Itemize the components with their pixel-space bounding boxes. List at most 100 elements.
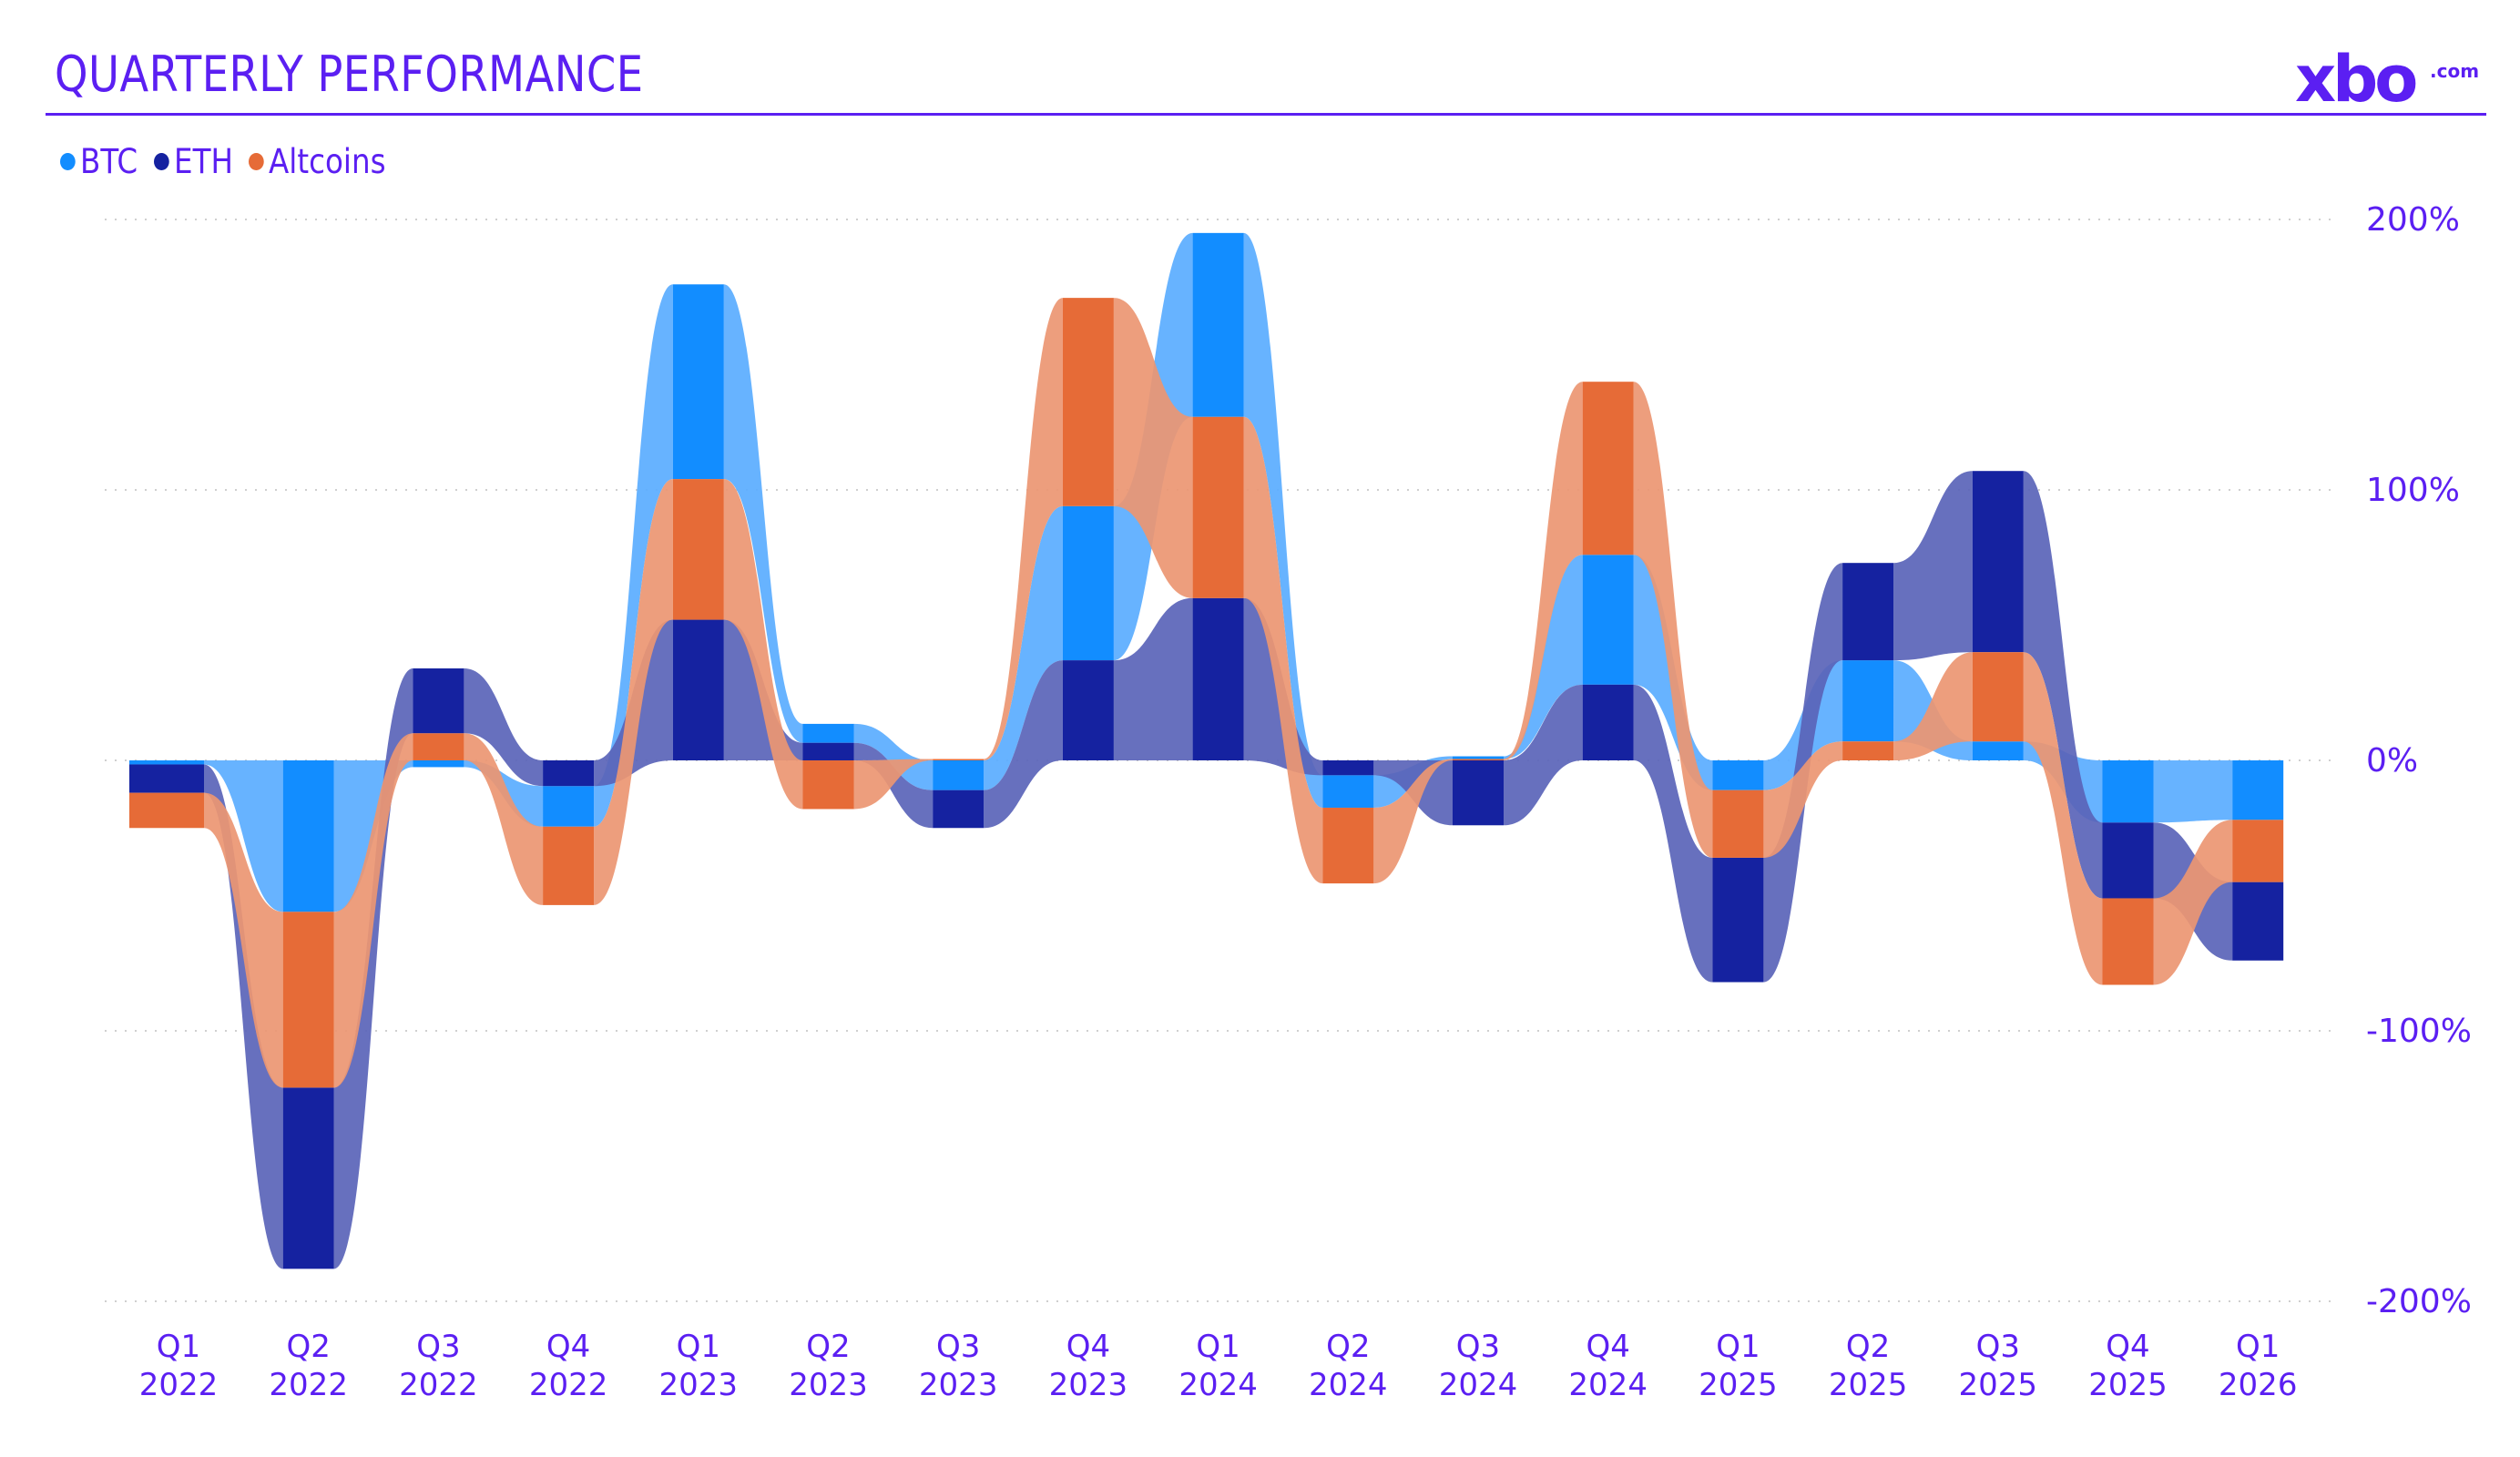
y-tick-label: 0% xyxy=(2366,742,2418,779)
legend-dot-eth xyxy=(153,153,169,170)
flow-band-altcoins xyxy=(984,298,1063,760)
x-tick-quarter: Q1 xyxy=(677,1329,720,1365)
legend-dot-btc xyxy=(60,153,76,170)
logo-tld: .com xyxy=(2430,60,2480,82)
x-tick-year: 2023 xyxy=(919,1367,998,1403)
bar-eth xyxy=(2102,822,2154,899)
x-axis: Q12022Q22022Q32022Q42022Q12023Q22023Q320… xyxy=(139,1329,2298,1403)
x-tick-quarter: Q4 xyxy=(1066,1329,1110,1365)
x-tick-year: 2022 xyxy=(529,1367,608,1403)
x-tick-year: 2024 xyxy=(1439,1367,1518,1403)
flow-band-altcoins xyxy=(1633,382,1713,858)
legend-item-altcoins[interactable]: Altcoins xyxy=(249,142,386,181)
x-tick-quarter: Q1 xyxy=(1716,1329,1760,1365)
flow-band-altcoins xyxy=(1113,298,1193,598)
flow-lead-btc xyxy=(129,760,153,765)
bar-btc xyxy=(933,760,985,790)
flow-band-eth xyxy=(464,668,544,787)
legend-label: Altcoins xyxy=(269,142,387,181)
flow-bands xyxy=(129,232,2233,1269)
x-tick-quarter: Q4 xyxy=(1586,1329,1629,1365)
bar-altcoins xyxy=(1453,759,1504,760)
x-tick-quarter: Q3 xyxy=(936,1329,980,1365)
chart-title: QUARTERLY PERFORMANCE xyxy=(55,46,644,103)
bar-eth xyxy=(1842,563,1894,661)
bar-altcoins xyxy=(1192,416,1244,598)
y-tick-label: -200% xyxy=(2366,1283,2472,1320)
flow-band-altcoins xyxy=(464,733,544,905)
bar-altcoins xyxy=(1712,790,1764,858)
x-tick-quarter: Q1 xyxy=(157,1329,200,1365)
bar-eth xyxy=(413,668,464,734)
flow-band-altcoins xyxy=(1893,652,1973,760)
bar-btc xyxy=(413,760,464,768)
xbo-logo: xbo .com xyxy=(2295,47,2479,111)
bar-altcoins xyxy=(1322,807,1374,884)
bar-altcoins xyxy=(802,760,854,810)
bar-eth xyxy=(543,760,595,787)
bar-eth xyxy=(1192,597,1244,760)
x-tick-quarter: Q1 xyxy=(2236,1329,2280,1365)
flow-band-btc xyxy=(594,284,673,827)
flow-band-btc xyxy=(1243,232,1323,808)
header-divider xyxy=(46,113,2486,116)
bar-btc xyxy=(153,760,204,765)
flow-band-btc xyxy=(723,284,803,743)
flow-band-altcoins xyxy=(853,759,934,810)
bar-eth xyxy=(2232,881,2284,961)
bar-altcoins xyxy=(1972,652,2024,742)
x-tick-year: 2025 xyxy=(1959,1367,2038,1403)
flow-band-eth xyxy=(204,764,283,1269)
x-tick-year: 2022 xyxy=(399,1367,478,1403)
bar-altcoins xyxy=(933,759,985,760)
bar-altcoins xyxy=(2102,898,2154,985)
bar-altcoins xyxy=(672,479,724,620)
x-tick-year: 2024 xyxy=(1568,1367,1648,1403)
bar-eth xyxy=(1322,760,1374,776)
x-tick-year: 2025 xyxy=(1699,1367,1778,1403)
flow-band-eth xyxy=(1633,684,1713,983)
bar-altcoins xyxy=(282,912,334,1088)
y-tick-label: 100% xyxy=(2366,472,2460,509)
x-tick-year: 2023 xyxy=(789,1367,868,1403)
x-tick-quarter: Q4 xyxy=(2106,1329,2149,1365)
flow-lead-eth xyxy=(129,764,153,793)
flow-band-altcoins xyxy=(723,479,803,810)
flow-band-altcoins xyxy=(333,733,413,1088)
x-tick-quarter: Q2 xyxy=(1846,1329,1890,1365)
bar-eth xyxy=(1062,660,1114,760)
x-tick-quarter: Q2 xyxy=(286,1329,330,1365)
x-tick-year: 2023 xyxy=(1049,1367,1128,1403)
bar-altcoins xyxy=(413,733,464,760)
x-tick-year: 2024 xyxy=(1309,1367,1388,1403)
x-tick-quarter: Q3 xyxy=(416,1329,460,1365)
x-tick-quarter: Q2 xyxy=(1326,1329,1370,1365)
bar-altcoins xyxy=(543,826,595,905)
bar-altcoins xyxy=(2232,820,2284,882)
bar-btc xyxy=(1453,756,1504,759)
bar-eth xyxy=(802,742,854,760)
flow-band-altcoins xyxy=(2023,652,2103,985)
bar-eth xyxy=(1453,760,1504,826)
x-tick-quarter: Q4 xyxy=(546,1329,590,1365)
bar-eth xyxy=(282,1087,334,1269)
bar-btc xyxy=(2232,760,2284,820)
bar-btc xyxy=(1582,555,1634,685)
flow-band-altcoins xyxy=(204,792,283,1088)
bar-btc xyxy=(282,760,334,912)
legend-item-btc[interactable]: BTC xyxy=(60,142,138,181)
legend-item-eth[interactable]: ETH xyxy=(153,142,233,181)
x-tick-year: 2024 xyxy=(1178,1367,1258,1403)
flow-band-eth xyxy=(2023,471,2103,899)
bar-btc xyxy=(2102,760,2154,823)
y-tick-label: 200% xyxy=(2366,201,2460,239)
bar-altcoins xyxy=(1062,298,1114,506)
x-tick-quarter: Q1 xyxy=(1196,1329,1240,1365)
bar-altcoins xyxy=(1842,741,1894,760)
x-tick-year: 2025 xyxy=(1829,1367,1908,1403)
bar-altcoins xyxy=(1582,382,1634,555)
flow-band-btc xyxy=(853,723,934,790)
bar-eth xyxy=(1582,684,1634,760)
flow-band-btc xyxy=(984,505,1063,790)
